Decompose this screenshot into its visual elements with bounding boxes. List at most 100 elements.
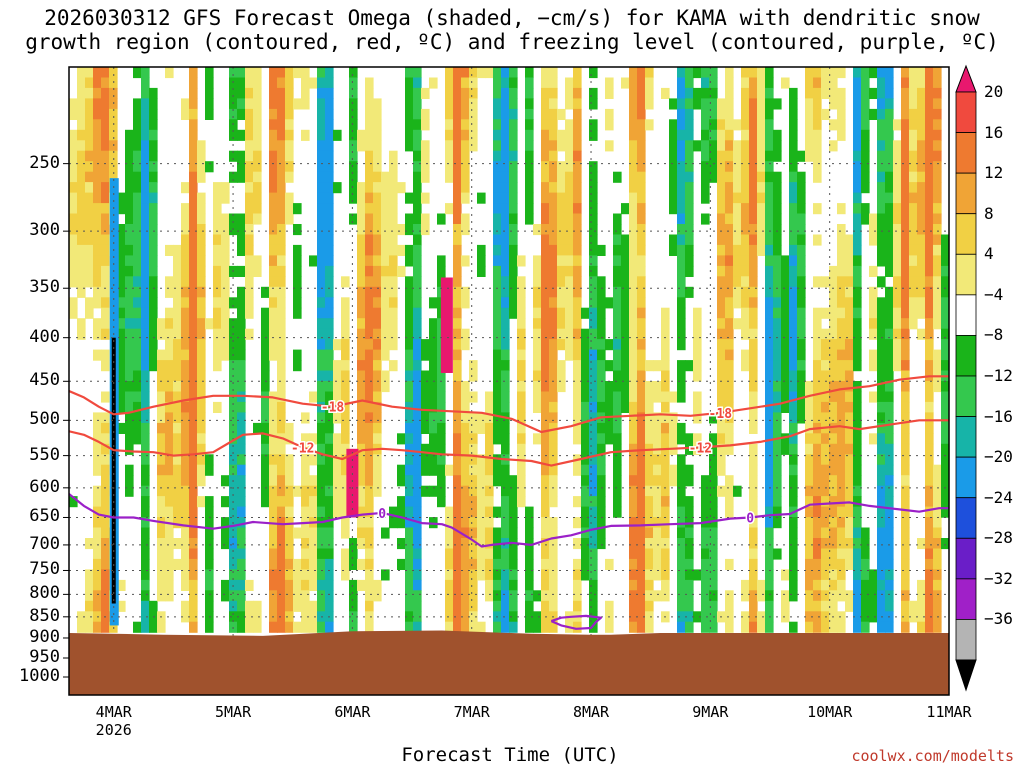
omega-cell [453, 328, 462, 340]
omega-cell [277, 203, 286, 215]
omega-cell [933, 224, 942, 236]
omega-cell [941, 276, 949, 288]
omega-cell [877, 307, 886, 319]
omega-cell [629, 182, 638, 194]
omega-cell [613, 349, 622, 361]
omega-cell [325, 318, 334, 330]
omega-cell [165, 527, 174, 539]
omega-cell [173, 286, 182, 298]
omega-cell [581, 401, 590, 413]
omega-cell [629, 496, 638, 508]
omega-cell [765, 108, 774, 120]
omega-cell [549, 569, 558, 581]
omega-cell [117, 339, 126, 351]
omega-cell [541, 140, 550, 152]
omega-cell [741, 67, 750, 79]
omega-cell [773, 349, 782, 361]
omega-cell [141, 171, 150, 183]
credit-link[interactable]: coolwx.com/modelts [851, 747, 1014, 765]
omega-cell [237, 443, 246, 455]
omega-cell [469, 454, 478, 466]
omega-cell [277, 381, 286, 393]
omega-cell [597, 443, 606, 455]
omega-cell [925, 464, 934, 476]
omega-cell [821, 558, 830, 570]
omega-cell [621, 401, 630, 413]
omega-cell [733, 171, 742, 183]
omega-cell [285, 579, 294, 591]
omega-cell [221, 496, 230, 508]
omega-cell [581, 412, 590, 424]
omega-cell [181, 548, 190, 560]
omega-cell [829, 286, 838, 298]
omega-cell [645, 391, 654, 403]
omega-cell [237, 224, 246, 236]
omega-cell [493, 150, 502, 162]
omega-cell [109, 87, 118, 99]
omega-cell [685, 527, 694, 539]
omega-cell [829, 443, 838, 455]
omega-cell [669, 234, 678, 246]
omega-cell [157, 506, 166, 518]
omega-cell [637, 119, 646, 131]
omega-cell [461, 328, 470, 340]
omega-cell [853, 67, 862, 79]
omega-cell [557, 318, 566, 330]
omega-cell [941, 297, 949, 309]
omega-cell [861, 548, 870, 560]
omega-cell [853, 621, 862, 633]
omega-cell [909, 276, 918, 288]
omega-cell [85, 579, 94, 591]
omega-cell [133, 391, 142, 403]
omega-cell [813, 307, 822, 319]
omega-cell [133, 150, 142, 162]
omega-cell [613, 307, 622, 319]
omega-cell [149, 286, 158, 298]
omega-cell [757, 150, 766, 162]
omega-cell [373, 307, 382, 319]
omega-cell [749, 286, 758, 298]
omega-cell [509, 611, 518, 623]
omega-cell [453, 161, 462, 173]
omega-cell [325, 119, 334, 131]
omega-cell [229, 360, 238, 372]
omega-cell [589, 412, 598, 424]
omega-cell [117, 318, 126, 330]
omega-cell [525, 538, 534, 550]
omega-cell [725, 443, 734, 455]
omega-cell [317, 244, 326, 256]
omega-cell [493, 171, 502, 183]
omega-cell [565, 276, 574, 288]
omega-cell [269, 475, 278, 487]
omega-cell [725, 433, 734, 445]
omega-cell [93, 443, 102, 455]
omega-cell [549, 433, 558, 445]
omega-cell [917, 98, 926, 110]
omega-cell [773, 129, 782, 141]
omega-cell [365, 464, 374, 476]
omega-cell [109, 129, 118, 141]
omega-cell [277, 538, 286, 550]
omega-cell [525, 77, 534, 89]
omega-cell [493, 265, 502, 277]
omega-cell [85, 161, 94, 173]
omega-cell [685, 140, 694, 152]
omega-cell [285, 454, 294, 466]
omega-cell [469, 129, 478, 141]
omega-cell [725, 98, 734, 110]
omega-cell [525, 600, 534, 612]
omega-cell [269, 569, 278, 581]
omega-cell [469, 496, 478, 508]
omega-cell [557, 140, 566, 152]
omega-cell [837, 381, 846, 393]
omega-cell [357, 182, 366, 194]
omega-cell [941, 244, 949, 256]
omega-cell [717, 171, 726, 183]
omega-cell [565, 244, 574, 256]
omega-cell [853, 87, 862, 99]
omega-cell [213, 213, 222, 225]
omega-cell [157, 454, 166, 466]
omega-cell [549, 328, 558, 340]
omega-cell [85, 621, 94, 633]
omega-cell [373, 454, 382, 466]
